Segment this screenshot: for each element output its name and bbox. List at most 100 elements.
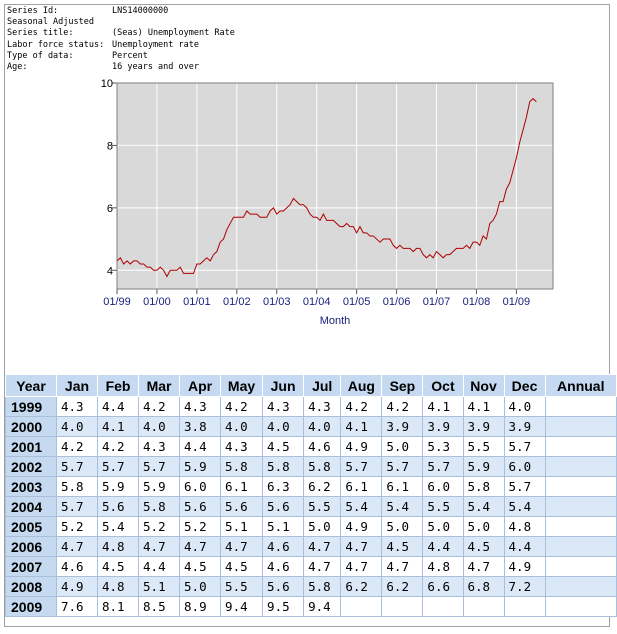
metadata-value: Unemployment rate xyxy=(112,39,199,50)
value-cell: 5.4 xyxy=(462,496,505,517)
value-cell: 5.3 xyxy=(422,436,464,457)
metadata-row: Labor force status: Unemployment rate xyxy=(7,40,235,51)
value-cell: 5.6 xyxy=(262,496,305,517)
value-cell: 4.8 xyxy=(422,556,464,577)
y-tick-label: 8 xyxy=(107,140,113,152)
value-cell: 4.6 xyxy=(262,536,305,557)
x-tick-label: 01/06 xyxy=(383,296,411,308)
annual-cell xyxy=(544,596,617,617)
y-tick-label: 10 xyxy=(101,78,113,90)
metadata-key: Series Id: xyxy=(7,6,59,16)
value-cell: 7.2 xyxy=(503,576,546,597)
value-cell: 4.5 xyxy=(462,536,505,557)
annual-cell xyxy=(544,496,617,517)
column-header: Dec xyxy=(503,374,546,397)
year-cell: 2001 xyxy=(5,436,57,457)
value-cell: 6.2 xyxy=(381,576,424,597)
value-cell: 4.8 xyxy=(503,516,546,537)
value-cell: 5.7 xyxy=(138,456,181,477)
column-header: Jan xyxy=(55,374,99,397)
year-cell: 2002 xyxy=(5,456,57,477)
value-cell: 6.1 xyxy=(381,476,424,497)
column-header: Feb xyxy=(96,374,140,397)
value-cell: 6.0 xyxy=(422,476,464,497)
value-cell: 8.5 xyxy=(138,596,181,617)
metadata-key: Series title: xyxy=(7,28,74,39)
value-cell: 6.1 xyxy=(340,476,383,497)
value-cell: 4.1 xyxy=(96,416,140,437)
value-cell: 4.3 xyxy=(179,396,222,417)
series-line-unemployment-rate xyxy=(116,97,537,278)
value-cell: 5.8 xyxy=(303,456,342,477)
value-cell: 4.9 xyxy=(503,556,546,577)
plot-area xyxy=(116,82,554,290)
value-cell: 5.8 xyxy=(138,496,181,517)
value-cell: 5.5 xyxy=(303,496,342,517)
value-cell: 5.7 xyxy=(422,456,464,477)
value-cell: 9.5 xyxy=(262,596,305,617)
year-cell: 2000 xyxy=(5,416,57,437)
value-cell: 4.4 xyxy=(422,536,464,557)
y-tick-label: 6 xyxy=(107,203,113,215)
value-cell: 4.7 xyxy=(303,556,342,577)
value-cell: 4.4 xyxy=(138,556,181,577)
table-header-row: Year Jan Feb Mar Apr May Jun Jul Aug Sep Oct Nov Dec… xyxy=(5,374,617,397)
value-cell: 4.0 xyxy=(503,396,546,417)
value-cell: 6.2 xyxy=(303,476,342,497)
table-row: 2002 5.7 5.7 5.7 5.9 5.8 5.8 5.8 5.7 5.7 5.7 5.9 6.0 xyxy=(5,456,617,477)
x-tick-label: 01/05 xyxy=(343,296,371,308)
value-cell: 5.4 xyxy=(96,516,140,537)
value-cell: 4.7 xyxy=(462,556,505,577)
value-cell xyxy=(340,596,383,617)
value-cell: 4.8 xyxy=(96,576,140,597)
value-cell: 5.8 xyxy=(462,476,505,497)
unemployment-chart: 01/99 01/00 01/01 01/02 01/03 01/04 01/05 01/06… xyxy=(101,78,554,327)
x-tick-label: 01/04 xyxy=(303,296,331,308)
value-cell: 5.0 xyxy=(422,516,464,537)
value-cell: 4.2 xyxy=(340,396,383,417)
value-cell: 4.4 xyxy=(179,436,222,457)
value-cell: 4.3 xyxy=(138,436,181,457)
table-row: 2006 4.7 4.8 4.7 4.7 4.7 4.6 4.7 4.7 4.5 4.4 4.5 4.4 xyxy=(5,536,617,557)
x-tick-label: 01/07 xyxy=(423,296,451,308)
value-cell: 4.7 xyxy=(340,556,383,577)
value-cell: 5.8 xyxy=(55,476,99,497)
value-cell: 5.4 xyxy=(503,496,546,517)
x-tick-label: 01/08 xyxy=(463,296,491,308)
value-cell: 3.9 xyxy=(503,416,546,437)
column-header: Oct xyxy=(422,374,464,397)
value-cell: 5.9 xyxy=(179,456,222,477)
value-cell: 4.5 xyxy=(179,556,222,577)
value-cell: 5.9 xyxy=(462,456,505,477)
value-cell: 5.7 xyxy=(96,456,140,477)
x-tick-label: 01/09 xyxy=(503,296,531,308)
data-table: Year Jan Feb Mar Apr May Jun Jul Aug Sep Oct Nov Dec… xyxy=(5,374,617,617)
value-cell: 6.8 xyxy=(462,576,505,597)
value-cell: 4.0 xyxy=(55,416,99,437)
year-cell: 2004 xyxy=(5,496,57,517)
table-row: 2004 5.7 5.6 5.8 5.6 5.6 5.6 5.5 5.4 5.4 5.5 5.4 5.4 xyxy=(5,496,617,517)
annual-cell xyxy=(544,556,617,577)
value-cell: 5.6 xyxy=(262,576,305,597)
table-row: 2003 5.8 5.9 5.9 6.0 6.1 6.3 6.2 6.1 6.1 6.0 5.8 5.7 xyxy=(5,476,617,497)
value-cell: 5.6 xyxy=(220,496,264,517)
metadata-value: Percent xyxy=(112,50,148,61)
table-row: 2001 4.2 4.2 4.3 4.4 4.3 4.5 4.6 4.9 5.0 5.3 5.5 5.7 xyxy=(5,436,617,457)
year-cell: 2005 xyxy=(5,516,57,537)
annual-cell xyxy=(544,576,617,597)
x-axis-label: Month xyxy=(320,315,351,327)
year-cell: 1999 xyxy=(5,396,57,417)
value-cell: 5.7 xyxy=(503,436,546,457)
x-tick-label: 01/99 xyxy=(103,296,131,308)
table-row: 2000 4.0 4.1 4.0 3.8 4.0 4.0 4.0 4.1 3.9 3.9 3.9 3.9 xyxy=(5,416,617,437)
value-cell: 4.1 xyxy=(422,396,464,417)
value-cell: 4.0 xyxy=(303,416,342,437)
y-tick-label: 4 xyxy=(107,265,113,277)
value-cell: 5.7 xyxy=(503,476,546,497)
value-cell: 5.1 xyxy=(220,516,264,537)
value-cell: 5.2 xyxy=(138,516,181,537)
value-cell: 4.1 xyxy=(340,416,383,437)
value-cell: 8.9 xyxy=(179,596,222,617)
column-header: Aug xyxy=(340,374,383,397)
value-cell: 5.0 xyxy=(462,516,505,537)
